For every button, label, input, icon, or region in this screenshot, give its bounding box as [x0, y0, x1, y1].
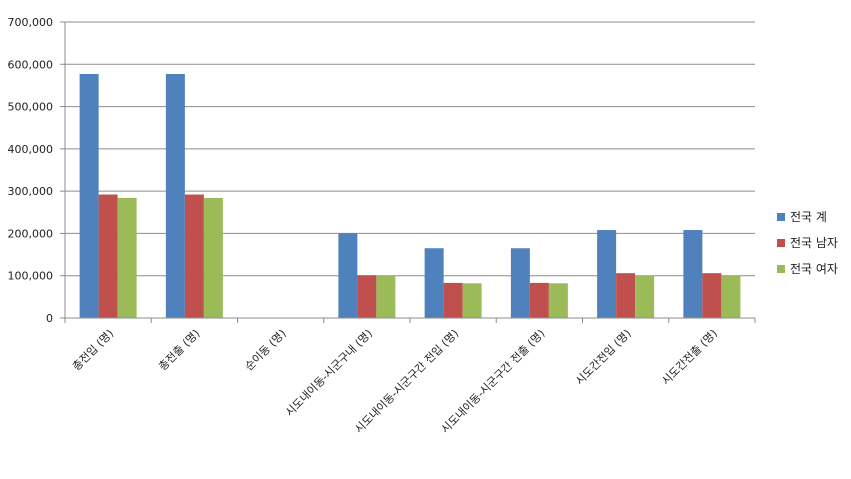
x-category-label: 순이동 (명) [242, 327, 288, 373]
y-tick-label: 300,000 [8, 185, 54, 198]
bar [443, 282, 463, 318]
bar [424, 248, 444, 318]
bar [721, 275, 741, 318]
bar [529, 282, 549, 318]
y-tick-label: 400,000 [8, 143, 54, 156]
x-category-label: 시도내이동-시군구간 전출 (명) [439, 327, 548, 436]
legend-swatch [777, 239, 785, 247]
legend-label: 전국 여자 [790, 262, 838, 276]
x-category-label: 총전입 (명) [70, 327, 116, 373]
x-category-label: 시도간전출 (명) [659, 327, 720, 388]
y-tick-label: 700,000 [8, 16, 54, 29]
bar [338, 233, 358, 318]
legend-label: 전국 계 [790, 210, 827, 224]
x-category-label: 총전출 (명) [156, 327, 202, 373]
y-tick-label: 600,000 [8, 58, 54, 71]
bar [683, 230, 703, 318]
bar [165, 74, 185, 318]
bar [597, 230, 617, 318]
bar [635, 275, 655, 318]
bar [376, 275, 396, 318]
x-axis-labels: 총전입 (명) 총전출 (명) 순이동 (명)시도내이동-시군구내 (명) 시도내이동… [70, 327, 720, 436]
y-tick-label: 100,000 [8, 270, 54, 283]
bar [702, 273, 722, 318]
bar [98, 194, 118, 318]
bar [203, 197, 223, 318]
legend-swatch [777, 265, 785, 273]
bar [79, 74, 99, 318]
x-category-label: 시도간전입 (명) [573, 327, 634, 388]
bars [79, 74, 741, 318]
y-tick-label: 0 [46, 312, 53, 325]
y-tick-label: 500,000 [8, 101, 54, 114]
bar [357, 275, 377, 318]
bar [548, 283, 568, 318]
bar [616, 273, 636, 318]
x-category-label: 시도내이동-시군구내 (명) [283, 327, 375, 419]
bar [510, 248, 530, 318]
y-tick-label: 200,000 [8, 227, 54, 240]
legend-label: 전국 남자 [790, 236, 838, 250]
bar [462, 283, 482, 318]
y-axis-ticks: 0 100,000 200,000 300,000 400,000 500,000 600,… [8, 16, 54, 325]
legend-swatch [777, 213, 785, 221]
bar [117, 197, 137, 318]
axes [60, 21, 756, 323]
bar [184, 194, 204, 318]
